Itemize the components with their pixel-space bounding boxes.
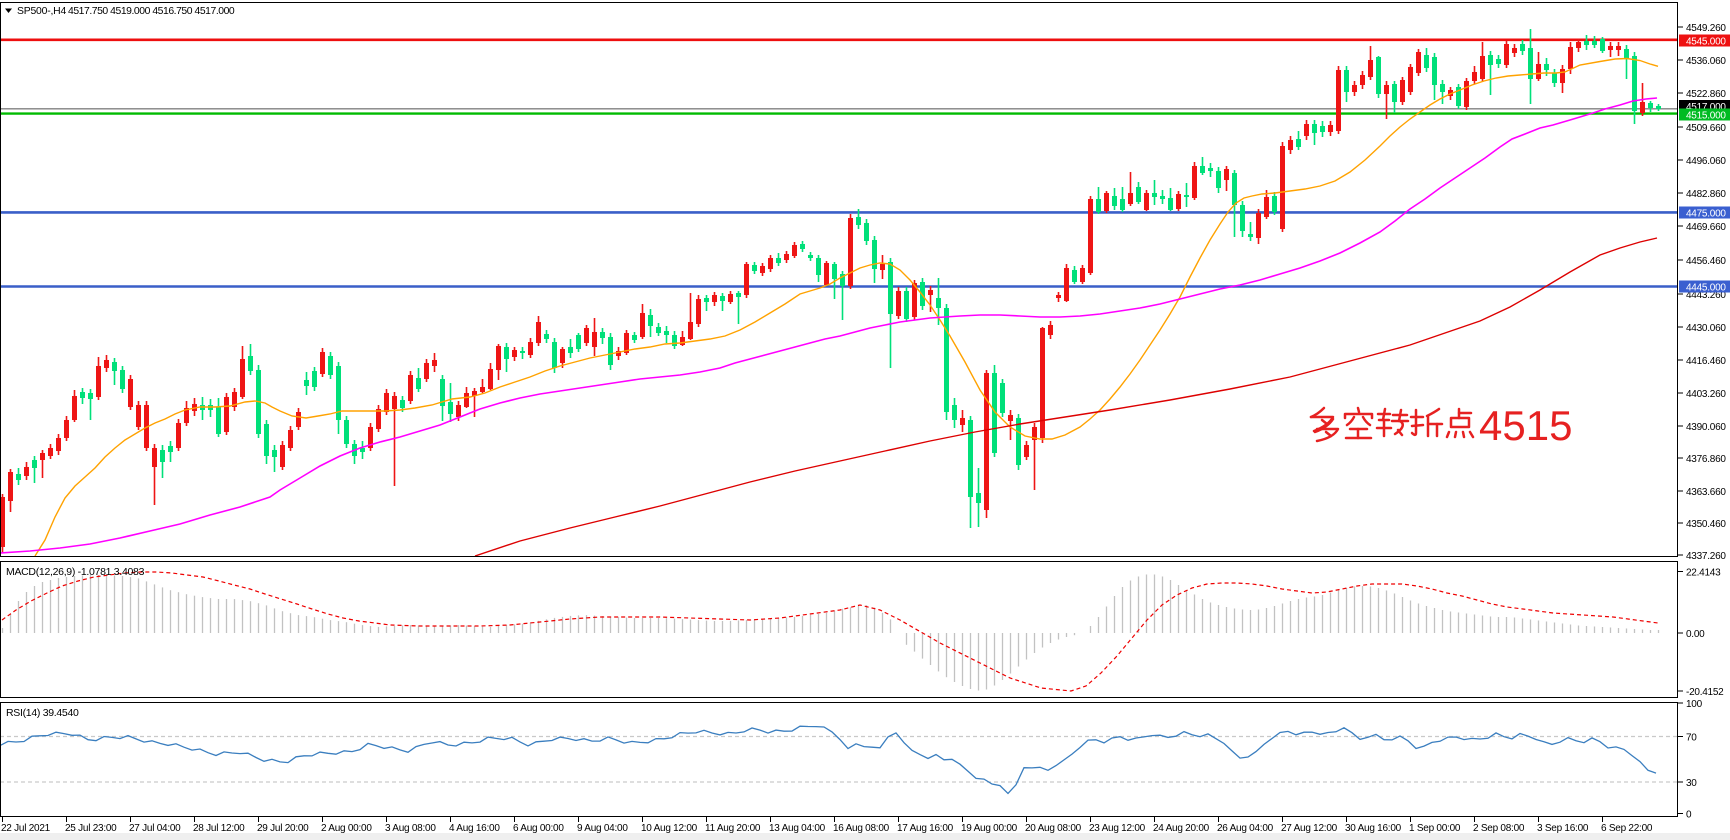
svg-text:25 Jul 23:00: 25 Jul 23:00 <box>65 823 117 834</box>
svg-text:26 Aug 04:00: 26 Aug 04:00 <box>1217 823 1274 834</box>
svg-text:16 Aug 08:00: 16 Aug 08:00 <box>833 823 890 834</box>
svg-text:4515: 4515 <box>1479 402 1572 449</box>
svg-text:0: 0 <box>1686 810 1692 821</box>
svg-text:30 Aug 16:00: 30 Aug 16:00 <box>1345 823 1402 834</box>
svg-text:4517.000: 4517.000 <box>1686 102 1726 113</box>
svg-text:10 Aug 12:00: 10 Aug 12:00 <box>641 823 698 834</box>
svg-text:30: 30 <box>1686 778 1697 789</box>
svg-text:4545.000: 4545.000 <box>1686 37 1726 48</box>
svg-text:MACD(12,26,9) -1.0781 3.4083: MACD(12,26,9) -1.0781 3.4083 <box>6 566 145 578</box>
svg-text:4390.060: 4390.060 <box>1686 422 1726 433</box>
svg-text:27 Aug 12:00: 27 Aug 12:00 <box>1281 823 1338 834</box>
svg-text:4376.860: 4376.860 <box>1686 454 1726 465</box>
svg-text:4522.860: 4522.860 <box>1686 89 1726 100</box>
svg-text:100: 100 <box>1686 699 1703 710</box>
svg-text:19 Aug 00:00: 19 Aug 00:00 <box>961 823 1018 834</box>
svg-text:29 Jul 20:00: 29 Jul 20:00 <box>257 823 309 834</box>
svg-text:2 Aug 00:00: 2 Aug 00:00 <box>321 823 372 834</box>
svg-text:4536.060: 4536.060 <box>1686 56 1726 67</box>
svg-text:RSI(14) 39.4540: RSI(14) 39.4540 <box>6 707 79 719</box>
svg-text:4509.660: 4509.660 <box>1686 123 1726 134</box>
svg-text:4403.260: 4403.260 <box>1686 389 1726 400</box>
svg-text:4430.060: 4430.060 <box>1686 323 1726 334</box>
svg-text:4363.660: 4363.660 <box>1686 487 1726 498</box>
svg-text:24 Aug 20:00: 24 Aug 20:00 <box>1153 823 1210 834</box>
svg-text:SP500-,H4: SP500-,H4 <box>17 6 66 17</box>
svg-text:17 Aug 16:00: 17 Aug 16:00 <box>897 823 954 834</box>
svg-text:-20.4152: -20.4152 <box>1686 687 1724 698</box>
svg-text:9 Aug 04:00: 9 Aug 04:00 <box>577 823 628 834</box>
svg-text:27 Jul 04:00: 27 Jul 04:00 <box>129 823 181 834</box>
svg-text:4416.460: 4416.460 <box>1686 356 1726 367</box>
svg-text:23 Aug 12:00: 23 Aug 12:00 <box>1089 823 1146 834</box>
svg-text:4475.000: 4475.000 <box>1686 209 1726 220</box>
svg-text:4456.460: 4456.460 <box>1686 256 1726 267</box>
svg-text:4515.000: 4515.000 <box>1686 111 1726 122</box>
svg-text:3 Aug 08:00: 3 Aug 08:00 <box>385 823 436 834</box>
svg-text:4350.460: 4350.460 <box>1686 519 1726 530</box>
svg-text:4549.260: 4549.260 <box>1686 23 1726 34</box>
svg-text:11 Aug 20:00: 11 Aug 20:00 <box>705 823 761 834</box>
svg-text:2 Sep 08:00: 2 Sep 08:00 <box>1473 823 1525 834</box>
svg-text:4517.750 4519.000 4516.750 451: 4517.750 4519.000 4516.750 4517.000 <box>68 6 235 17</box>
svg-text:4496.060: 4496.060 <box>1686 156 1726 167</box>
svg-text:4469.660: 4469.660 <box>1686 222 1726 233</box>
svg-text:4482.860: 4482.860 <box>1686 189 1726 200</box>
svg-text:1 Sep 00:00: 1 Sep 00:00 <box>1409 823 1461 834</box>
svg-text:0.00: 0.00 <box>1686 629 1705 640</box>
svg-text:3 Sep 16:00: 3 Sep 16:00 <box>1537 823 1589 834</box>
svg-text:70: 70 <box>1686 733 1697 744</box>
svg-text:4445.000: 4445.000 <box>1686 283 1726 294</box>
svg-text:4443.260: 4443.260 <box>1686 290 1726 301</box>
svg-text:4 Aug 16:00: 4 Aug 16:00 <box>449 823 500 834</box>
svg-text:6 Aug 00:00: 6 Aug 00:00 <box>513 823 564 834</box>
svg-text:22 Jul 2021: 22 Jul 2021 <box>1 823 51 834</box>
svg-text:28 Jul 12:00: 28 Jul 12:00 <box>193 823 245 834</box>
svg-text:20 Aug 08:00: 20 Aug 08:00 <box>1025 823 1082 834</box>
svg-text:13 Aug 04:00: 13 Aug 04:00 <box>769 823 826 834</box>
svg-text:4337.260: 4337.260 <box>1686 551 1726 562</box>
svg-text:6 Sep 22:00: 6 Sep 22:00 <box>1601 823 1653 834</box>
svg-text:22.4143: 22.4143 <box>1686 568 1721 579</box>
